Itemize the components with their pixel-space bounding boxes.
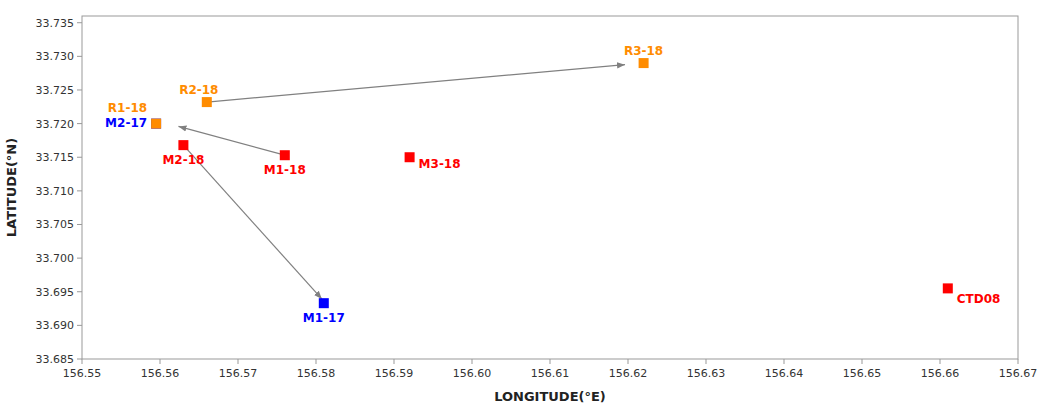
y-tick-label: 33.720: [36, 118, 75, 131]
y-tick: [77, 89, 82, 90]
x-axis-label: LONGITUDE(°E): [494, 389, 606, 404]
x-tick-label: 156.62: [609, 367, 648, 380]
y-tick: [77, 190, 82, 191]
y-axis-label: LATITUDE(°N): [4, 138, 19, 237]
x-tick-label: 156.65: [843, 367, 882, 380]
y-tick: [77, 157, 82, 158]
x-tick: [316, 359, 317, 364]
y-tick-label: 33.685: [36, 353, 75, 366]
point-label: M2-17: [105, 116, 147, 130]
point-label: M2-18: [162, 153, 204, 167]
x-tick: [706, 359, 707, 364]
point-label: M3-18: [419, 157, 461, 171]
y-tick-label: 33.690: [36, 319, 75, 332]
x-tick: [628, 359, 629, 364]
x-tick-label: 156.57: [219, 367, 258, 380]
point: [151, 119, 161, 129]
y-tick-label: 33.710: [36, 185, 75, 198]
point-label: M1-17: [303, 311, 345, 325]
x-tick-label: 156.67: [999, 367, 1038, 380]
x-tick-label: 156.55: [63, 367, 102, 380]
x-tick-label: 156.63: [687, 367, 726, 380]
y-tick-label: 33.705: [36, 218, 75, 231]
y-tick-label: 33.725: [36, 84, 75, 97]
x-tick: [238, 359, 239, 364]
x-tick: [82, 359, 83, 364]
point-label: R1-18: [108, 101, 147, 115]
y-tick-label: 33.735: [36, 17, 75, 30]
point-label: R3-18: [624, 44, 663, 58]
y-tick-label: 33.715: [36, 151, 75, 164]
x-tick-label: 156.61: [531, 367, 570, 380]
point-label: R2-18: [179, 83, 218, 97]
x-tick-label: 156.56: [141, 367, 180, 380]
y-tick: [77, 359, 82, 360]
x-tick-label: 156.58: [297, 367, 336, 380]
x-tick: [472, 359, 473, 364]
point: [405, 152, 415, 162]
y-tick: [77, 22, 82, 23]
arrow: [210, 65, 625, 102]
x-tick: [940, 359, 941, 364]
y-tick-label: 33.700: [36, 252, 75, 265]
y-tick: [77, 258, 82, 259]
point: [280, 150, 290, 160]
y-tick-label: 33.695: [36, 286, 75, 299]
y-tick: [77, 123, 82, 124]
y-tick-label: 33.730: [36, 50, 75, 63]
arrow: [178, 126, 281, 154]
x-tick: [862, 359, 863, 364]
arrow: [185, 147, 321, 299]
x-tick-label: 156.66: [921, 367, 960, 380]
point-label: CTD08: [957, 292, 1001, 306]
point: [151, 119, 161, 129]
point: [639, 58, 649, 68]
y-tick: [77, 291, 82, 292]
y-tick: [77, 224, 82, 225]
point: [943, 283, 953, 293]
point: [178, 140, 188, 150]
x-tick-label: 156.59: [375, 367, 414, 380]
y-tick: [77, 56, 82, 57]
point: [202, 97, 212, 107]
point-labels: M2-17 M1-17 M1-18 M2-18 M3-18 R1-18 R2-18 R3-18…: [105, 44, 1000, 325]
y-tick: [77, 325, 82, 326]
x-tick: [394, 359, 395, 364]
x-tick: [160, 359, 161, 364]
chart: 156.55 156.56 156.57 156.58 156.59 156.60 156.…: [0, 0, 1042, 411]
x-tick-label: 156.64: [765, 367, 804, 380]
axes: 156.55 156.56 156.57 156.58 156.59 156.60 156.…: [36, 17, 1038, 380]
plot-frame: [82, 16, 1018, 359]
plot-marks: [151, 58, 953, 308]
point: [319, 298, 329, 308]
x-tick: [784, 359, 785, 364]
x-tick-label: 156.60: [453, 367, 492, 380]
x-tick: [1018, 359, 1019, 364]
x-tick: [550, 359, 551, 364]
point-label: M1-18: [264, 163, 306, 177]
